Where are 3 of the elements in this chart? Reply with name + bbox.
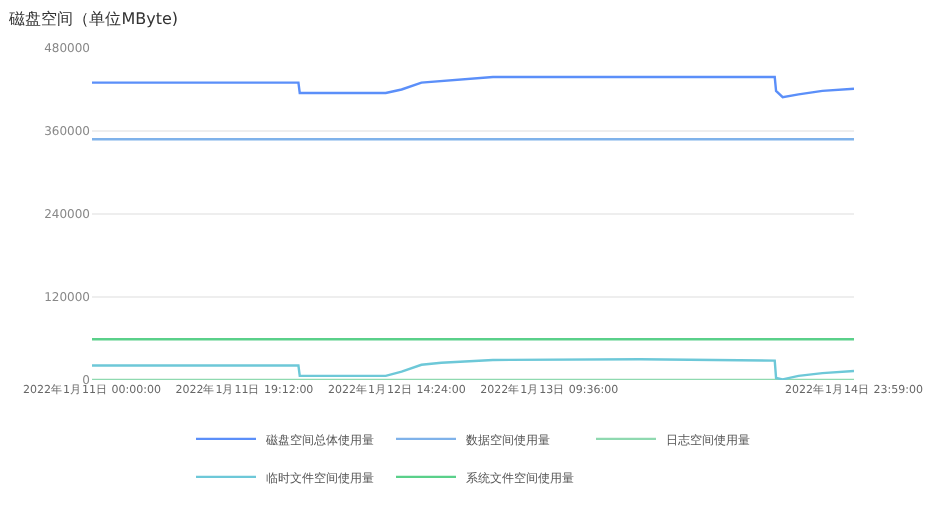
chart-title: 磁盘空间（单位MByte) — [7, 10, 179, 29]
line-series — [92, 75, 854, 99]
line-series — [92, 358, 854, 380]
